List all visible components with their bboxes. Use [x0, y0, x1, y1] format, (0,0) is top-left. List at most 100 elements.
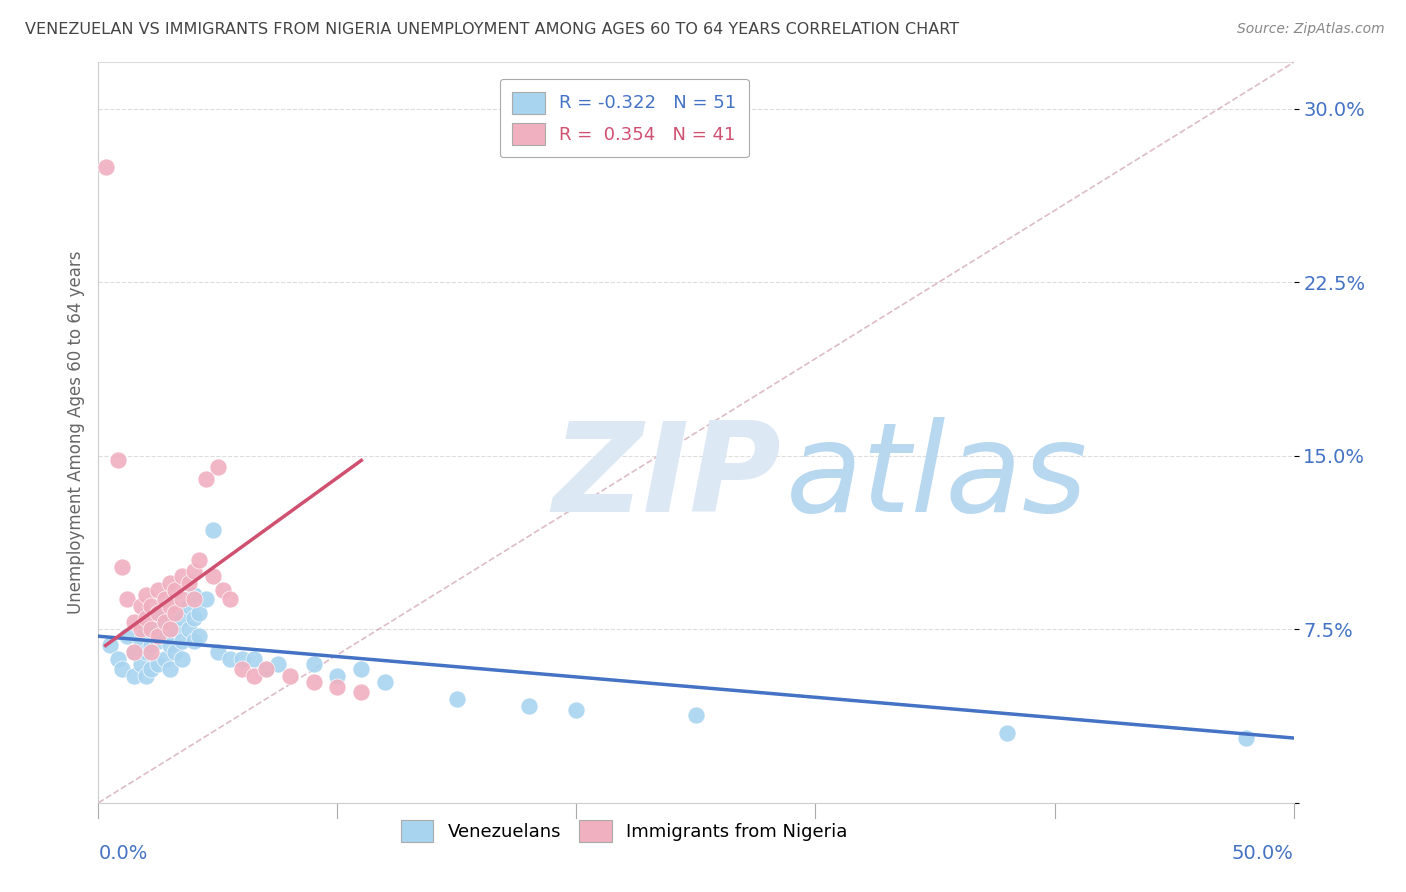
Point — [195, 472, 218, 486]
Point — [254, 662, 277, 676]
Point — [135, 610, 157, 624]
Point — [517, 698, 540, 713]
Point — [139, 639, 162, 653]
Text: VENEZUELAN VS IMMIGRANTS FROM NIGERIA UNEMPLOYMENT AMONG AGES 60 TO 64 YEARS COR: VENEZUELAN VS IMMIGRANTS FROM NIGERIA UN… — [25, 22, 959, 37]
Point — [107, 453, 129, 467]
Point — [202, 569, 225, 583]
Point — [163, 582, 186, 597]
Point — [148, 610, 170, 624]
Point — [163, 606, 186, 620]
Point — [159, 662, 181, 676]
Point — [565, 703, 588, 717]
Point — [183, 633, 205, 648]
Point — [179, 576, 201, 591]
Point — [148, 657, 170, 671]
Point — [183, 592, 205, 607]
Point — [172, 610, 194, 624]
Point — [135, 622, 157, 636]
Point — [148, 633, 170, 648]
Point — [183, 610, 205, 624]
Point — [111, 662, 134, 676]
Point — [685, 707, 707, 722]
Point — [172, 569, 194, 583]
Point — [183, 588, 205, 602]
Point — [187, 629, 209, 643]
Point — [124, 615, 146, 630]
Point — [155, 615, 177, 630]
Point — [350, 662, 373, 676]
Point — [139, 645, 162, 659]
Text: ZIP: ZIP — [553, 417, 782, 538]
Point — [326, 668, 349, 682]
Point — [163, 622, 186, 636]
Point — [135, 588, 157, 602]
Point — [187, 553, 209, 567]
Point — [131, 622, 153, 636]
Point — [131, 657, 153, 671]
Point — [159, 599, 181, 614]
Point — [326, 680, 349, 694]
Point — [172, 633, 194, 648]
Point — [179, 622, 201, 636]
Legend: Venezuelans, Immigrants from Nigeria: Venezuelans, Immigrants from Nigeria — [389, 809, 859, 853]
Point — [159, 615, 181, 630]
Point — [111, 559, 134, 574]
Point — [135, 645, 157, 659]
Point — [243, 668, 266, 682]
Point — [195, 592, 218, 607]
Point — [183, 565, 205, 579]
Point — [207, 645, 229, 659]
Point — [446, 691, 468, 706]
Point — [135, 668, 157, 682]
Point — [187, 606, 209, 620]
Point — [139, 599, 162, 614]
Point — [148, 606, 170, 620]
Point — [131, 633, 153, 648]
Point — [115, 629, 138, 643]
Y-axis label: Unemployment Among Ages 60 to 64 years: Unemployment Among Ages 60 to 64 years — [66, 251, 84, 615]
Point — [124, 645, 146, 659]
Point — [159, 576, 181, 591]
Point — [155, 629, 177, 643]
Point — [131, 599, 153, 614]
Point — [243, 652, 266, 666]
Point — [107, 652, 129, 666]
Point — [163, 645, 186, 659]
Point — [139, 662, 162, 676]
Point — [159, 639, 181, 653]
Point — [172, 652, 194, 666]
Text: Source: ZipAtlas.com: Source: ZipAtlas.com — [1237, 22, 1385, 37]
Point — [267, 657, 290, 671]
Point — [155, 652, 177, 666]
Point — [179, 599, 201, 614]
Point — [155, 592, 177, 607]
Point — [202, 523, 225, 537]
Point — [254, 662, 277, 676]
Point — [124, 645, 146, 659]
Text: 50.0%: 50.0% — [1232, 844, 1294, 863]
Point — [207, 460, 229, 475]
Point — [995, 726, 1018, 740]
Point — [211, 582, 233, 597]
Point — [302, 675, 325, 690]
Point — [231, 662, 253, 676]
Point — [159, 622, 181, 636]
Point — [231, 652, 253, 666]
Point — [115, 592, 138, 607]
Point — [98, 639, 122, 653]
Point — [219, 652, 242, 666]
Text: 0.0%: 0.0% — [98, 844, 148, 863]
Text: atlas: atlas — [786, 417, 1088, 538]
Point — [219, 592, 242, 607]
Point — [124, 668, 146, 682]
Point — [148, 582, 170, 597]
Point — [1234, 731, 1257, 745]
Point — [148, 629, 170, 643]
Point — [172, 592, 194, 607]
Point — [374, 675, 396, 690]
Point — [94, 160, 117, 174]
Point — [278, 668, 301, 682]
Point — [302, 657, 325, 671]
Point — [350, 685, 373, 699]
Point — [139, 622, 162, 636]
